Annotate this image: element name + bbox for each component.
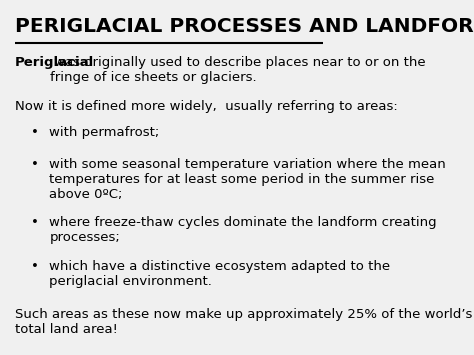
- Text: PERIGLACIAL PROCESSES AND LANDFORMS: PERIGLACIAL PROCESSES AND LANDFORMS: [15, 17, 474, 36]
- Text: •: •: [30, 216, 38, 229]
- Text: •: •: [30, 126, 38, 140]
- Text: •: •: [30, 260, 38, 273]
- Text: •: •: [30, 158, 38, 171]
- Text: was originally used to describe places near to or on the
fringe of ice sheets or: was originally used to describe places n…: [50, 56, 426, 84]
- Text: which have a distinctive ecosystem adapted to the
periglacial environment.: which have a distinctive ecosystem adapt…: [49, 260, 391, 288]
- Text: with permafrost;: with permafrost;: [49, 126, 160, 140]
- Text: Such areas as these now make up approximately 25% of the world’s
total land area: Such areas as these now make up approxim…: [15, 308, 472, 336]
- Text: where freeze-thaw cycles dominate the landform creating
processes;: where freeze-thaw cycles dominate the la…: [49, 216, 437, 244]
- Text: Periglacial: Periglacial: [15, 56, 94, 69]
- Text: with some seasonal temperature variation where the mean
temperatures for at leas: with some seasonal temperature variation…: [49, 158, 446, 201]
- Text: Now it is defined more widely,  usually referring to areas:: Now it is defined more widely, usually r…: [15, 100, 397, 113]
